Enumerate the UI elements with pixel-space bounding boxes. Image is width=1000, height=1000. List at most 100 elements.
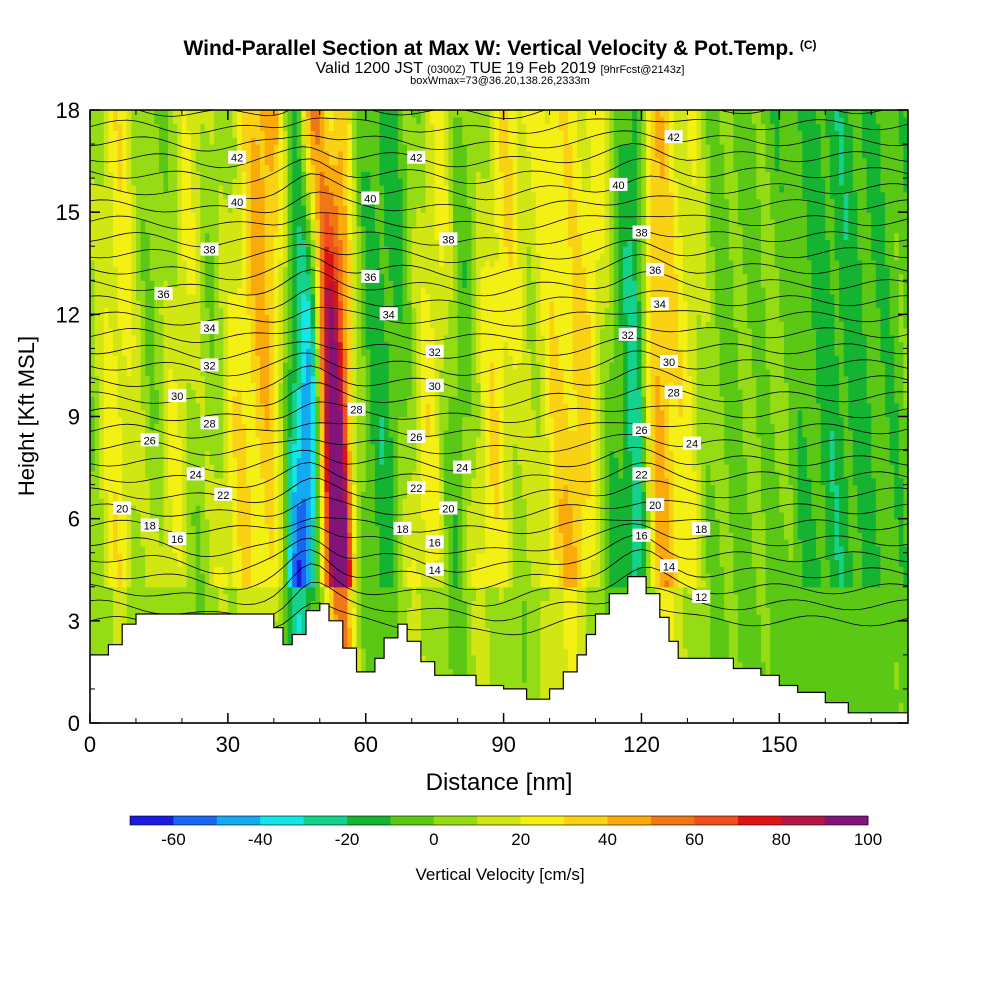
velocity-cell xyxy=(719,552,725,561)
velocity-cell xyxy=(793,600,799,608)
velocity-cell xyxy=(843,695,849,704)
velocity-cell xyxy=(158,573,165,581)
velocity-cell xyxy=(779,559,785,567)
velocity-cell xyxy=(760,586,767,595)
velocity-cell xyxy=(131,593,137,601)
velocity-cell xyxy=(724,573,730,581)
velocity-cell xyxy=(577,600,583,608)
velocity-cell xyxy=(719,559,725,567)
velocity-cell xyxy=(770,634,776,642)
velocity-cell xyxy=(448,586,454,595)
velocity-cell xyxy=(117,579,123,588)
velocity-cell xyxy=(296,620,302,629)
velocity-cell xyxy=(903,579,908,588)
velocity-cell xyxy=(471,579,477,588)
velocity-cell xyxy=(567,607,574,615)
velocity-cell xyxy=(889,668,895,676)
velocity-cell xyxy=(227,573,234,581)
velocity-cell xyxy=(131,573,137,581)
velocity-cell xyxy=(866,641,872,649)
velocity-cell xyxy=(701,620,707,629)
velocity-cell xyxy=(145,559,151,567)
velocity-cell xyxy=(728,648,734,656)
velocity-cell xyxy=(866,573,872,581)
velocity-cell xyxy=(517,566,523,574)
velocity-cell xyxy=(664,573,670,581)
velocity-cell xyxy=(581,532,587,540)
velocity-cell xyxy=(779,600,785,608)
velocity-cell xyxy=(241,579,247,588)
velocity-cell xyxy=(521,634,528,642)
velocity-cell xyxy=(292,593,298,601)
velocity-cell xyxy=(572,539,578,547)
velocity-cell xyxy=(466,607,473,615)
velocity-cell xyxy=(820,545,826,554)
velocity-cell xyxy=(544,688,551,697)
velocity-cell xyxy=(760,579,767,588)
velocity-cell xyxy=(554,607,560,615)
velocity-cell xyxy=(508,668,514,676)
velocity-cell xyxy=(223,566,229,574)
velocity-cell xyxy=(301,566,307,574)
velocity-cell xyxy=(338,539,344,547)
velocity-cell xyxy=(476,593,482,601)
velocity-cell xyxy=(880,661,886,670)
velocity-cell xyxy=(839,682,845,690)
velocity-cell xyxy=(494,573,500,581)
velocity-cell xyxy=(154,566,160,574)
velocity-cell xyxy=(517,586,523,595)
velocity-cell xyxy=(333,545,339,554)
velocity-cell xyxy=(388,559,394,567)
velocity-cell xyxy=(480,661,486,670)
velocity-cell xyxy=(802,661,808,670)
velocity-cell xyxy=(894,600,900,608)
velocity-cell xyxy=(737,545,744,554)
velocity-cell xyxy=(788,620,794,629)
velocity-cell xyxy=(499,668,505,676)
velocity-cell xyxy=(448,573,454,581)
velocity-cell xyxy=(714,607,721,615)
velocity-cell xyxy=(397,586,404,595)
velocity-cell xyxy=(802,586,808,595)
velocity-cell xyxy=(885,648,891,656)
velocity-cell xyxy=(788,600,794,608)
velocity-cell xyxy=(834,593,840,601)
velocity-cell xyxy=(218,579,224,588)
velocity-cell xyxy=(871,614,877,622)
velocity-cell xyxy=(862,586,868,595)
velocity-cell xyxy=(669,579,675,588)
velocity-cell xyxy=(324,539,330,547)
velocity-cell xyxy=(434,607,440,615)
velocity-cell xyxy=(521,675,528,683)
velocity-cell xyxy=(209,545,215,554)
velocity-cell xyxy=(848,600,854,608)
velocity-cell xyxy=(214,532,220,540)
velocity-cell xyxy=(825,593,831,601)
velocity-cell xyxy=(779,614,785,622)
velocity-cell xyxy=(99,641,105,649)
velocity-cell xyxy=(843,593,849,601)
velocity-cell xyxy=(494,620,500,629)
velocity-cell xyxy=(728,634,734,642)
velocity-cell xyxy=(218,566,224,574)
velocity-cell xyxy=(590,545,597,554)
velocity-cell xyxy=(871,607,877,615)
velocity-cell xyxy=(517,579,523,588)
velocity-cell xyxy=(430,648,436,656)
velocity-cell xyxy=(558,661,564,670)
velocity-cell xyxy=(273,586,280,595)
velocity-cell xyxy=(485,661,491,670)
velocity-cell xyxy=(535,532,541,540)
velocity-cell xyxy=(880,579,886,588)
velocity-cell xyxy=(692,566,698,574)
velocity-cell xyxy=(453,627,459,636)
velocity-cell xyxy=(172,559,178,567)
velocity-cell xyxy=(462,634,468,642)
velocity-cell xyxy=(90,566,96,574)
velocity-cell xyxy=(172,566,178,574)
velocity-cell xyxy=(489,627,496,636)
velocity-cell xyxy=(218,552,224,561)
velocity-cell xyxy=(669,614,675,622)
velocity-cell xyxy=(135,593,142,601)
velocity-cell xyxy=(797,559,803,567)
